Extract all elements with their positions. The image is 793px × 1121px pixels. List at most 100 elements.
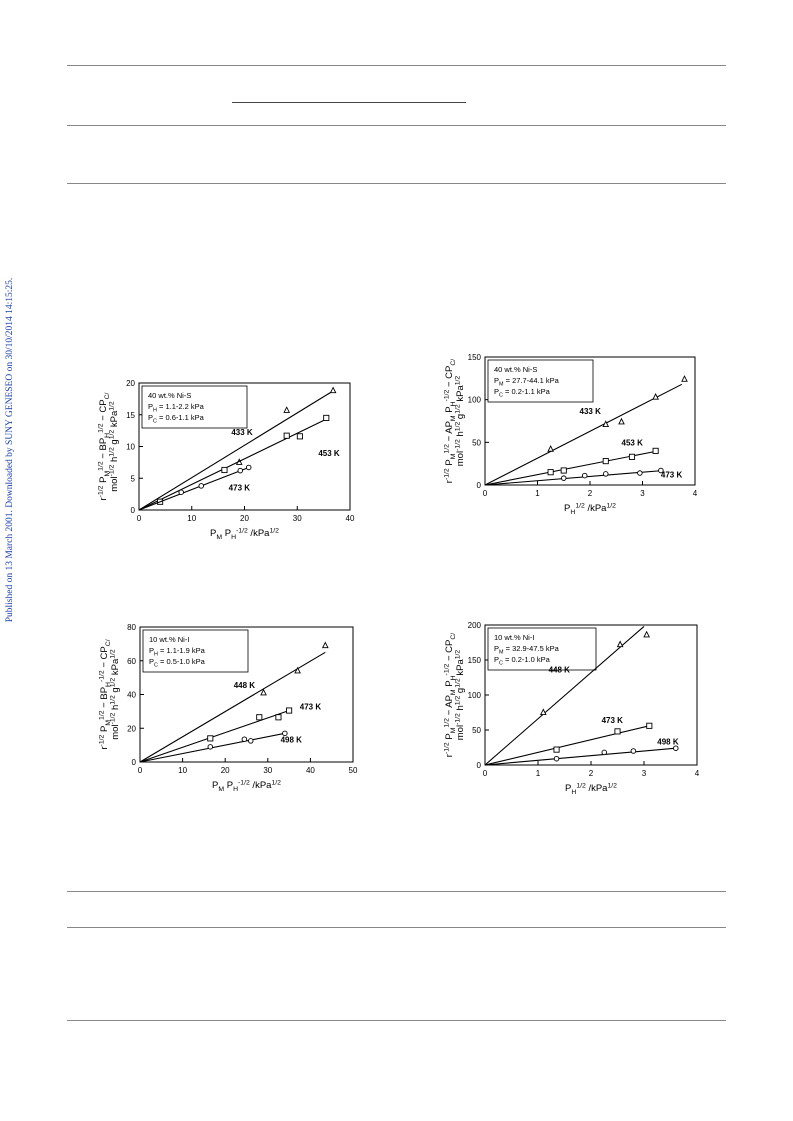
y-tick-label: 200 (468, 621, 482, 630)
data-point-square (296, 433, 303, 440)
legend-box (487, 627, 597, 671)
rule-short (232, 102, 466, 103)
data-point-circle (198, 483, 204, 489)
plot-ni-s-433-473-vs-pm: 0 10 20 30 40 0 5 10 15 20 PM PH-1/2 /kPa1/2 r-1/2 … (97, 379, 355, 541)
x-tick-label: 3 (642, 769, 647, 778)
y-tick-label: 100 (468, 691, 482, 700)
data-point-triangle (539, 708, 547, 716)
data-point-circle (658, 467, 664, 474)
legend-text: PC = 0.2-1.0 kPa (494, 655, 551, 666)
legend-text: PM = 32.9-47.5 kPa (494, 644, 560, 655)
legend-text: PH = 1.1-2.2 kPa (148, 402, 205, 413)
x-tick-label: 40 (346, 514, 355, 523)
x-axis-label: PM PH-1/2 /kPa1/2 (212, 779, 281, 792)
rule-bottom (67, 1020, 726, 1021)
series-label: 473 K (602, 716, 624, 725)
fit-line (138, 391, 332, 511)
x-tick-label: 2 (589, 769, 594, 778)
download-note-text: Published on 13 March 2001. Downloaded b… (5, 277, 15, 623)
data-point-triangle (260, 688, 267, 696)
plot-ni-s-433-473-vs-ph: 0 1 2 3 4 0 50 100 150 PH1/2 /kPa1/2 r-1/2 PM1/2 −… (443, 353, 698, 516)
legend-text: PC = 0.5-1.0 kPa (149, 657, 206, 668)
y-axis-label: r-1/2 PM1/2 − APM PH-1/2 − CPC/ (443, 359, 456, 483)
y-tick-label: 50 (472, 726, 481, 735)
rule-3 (67, 183, 726, 184)
series-label: 448 K (549, 666, 571, 675)
series-label: 453 K (318, 449, 340, 458)
legend-text: PC = 0.6-1.1 kPa (148, 413, 205, 424)
legend-text: PC = 0.2-1.1 kPa (494, 387, 551, 398)
series-label: 448 K (234, 681, 256, 690)
data-point-triangle (681, 375, 688, 382)
data-point-triangle (294, 666, 301, 674)
data-point-circle (245, 464, 252, 471)
legend-box (142, 629, 249, 673)
x-tick-label: 4 (693, 489, 698, 498)
x-axis-label: PH1/2 /kPa1/2 (565, 782, 617, 795)
y-axis-label: r-1/2 PM1/2 − BPH-1/2 − CPC/ (98, 639, 111, 749)
data-point-triangle (283, 406, 291, 413)
legend-text: 40 wt.% Ni-S (148, 391, 191, 400)
data-point-square (652, 447, 659, 454)
x-tick-label: 30 (263, 766, 272, 775)
data-point-square (323, 414, 330, 421)
data-point-square (628, 453, 636, 460)
y-tick-label: 20 (127, 724, 136, 733)
legend-box (141, 385, 248, 429)
x-tick-label: 10 (187, 514, 196, 523)
x-tick-label: 0 (483, 769, 488, 778)
legend-text: PM = 27.7-44.1 kPa (494, 376, 560, 387)
y-tick-label: 100 (468, 396, 482, 405)
data-point-square (286, 707, 293, 714)
data-point-triangle (602, 420, 610, 427)
y-tick-label: 20 (126, 379, 135, 388)
data-point-square (602, 458, 609, 465)
y-axis-label: r-1/2 PM1/2 − BPH1/2 − CPC/ (97, 392, 110, 500)
legend-text: 10 wt.% Ni-I (149, 635, 189, 644)
data-point-circle (630, 748, 637, 754)
x-tick-label: 30 (293, 514, 302, 523)
series-label: 433 K (580, 407, 602, 416)
y-tick-label: 0 (477, 761, 482, 770)
y-tick-label: 80 (127, 623, 136, 632)
data-point-square (646, 722, 653, 729)
data-point-circle (553, 755, 560, 762)
data-point-square (283, 432, 290, 439)
data-point-triangle (329, 386, 337, 394)
data-point-square (221, 466, 228, 474)
data-point-circle (581, 472, 588, 479)
series-label: 453 K (622, 439, 644, 448)
rule-2 (67, 125, 726, 126)
series-label: 473 K (661, 470, 683, 479)
x-tick-label: 20 (221, 766, 230, 775)
fit-line (138, 417, 330, 511)
data-point-square (256, 714, 263, 721)
y-tick-label: 150 (468, 656, 482, 665)
x-tick-label: 4 (695, 769, 700, 778)
x-tick-label: 1 (536, 769, 541, 778)
y-axis-label-units: mol-1/2 h1/2 g1/2 kPa1/2 (108, 401, 120, 492)
series-label: 498 K (281, 736, 303, 745)
x-tick-label: 0 (483, 489, 488, 498)
fit-line (138, 466, 249, 511)
fit-line (139, 710, 290, 763)
y-tick-label: 5 (131, 474, 136, 483)
download-note: Published on 13 March 2001. Downloaded b… (2, 260, 18, 640)
fit-line (139, 651, 326, 763)
data-point-square (560, 467, 567, 474)
x-axis-label: PH1/2 /kPa1/2 (564, 502, 616, 515)
data-point-triangle (618, 417, 625, 425)
data-point-circle (601, 749, 607, 756)
rule-4 (67, 891, 726, 892)
data-point-triangle (321, 641, 329, 649)
data-point-circle (602, 471, 609, 477)
data-point-square (547, 469, 554, 476)
legend-box (487, 359, 594, 403)
series-label: 433 K (231, 428, 253, 437)
plot-ni-i-448-498-vs-pm: 0 10 20 30 40 50 0 20 40 60 80 PM PH-1/2 /kPa1/2 r-1… (98, 623, 358, 793)
fit-line (484, 625, 645, 766)
x-axis-label: PM PH-1/2 /kPa1/2 (210, 527, 279, 540)
fit-line (484, 469, 664, 486)
data-point-triangle (616, 640, 624, 648)
y-axis-label: r-1/2 PM1/2 − APM PH-1/2 − CPC/ (443, 633, 456, 757)
